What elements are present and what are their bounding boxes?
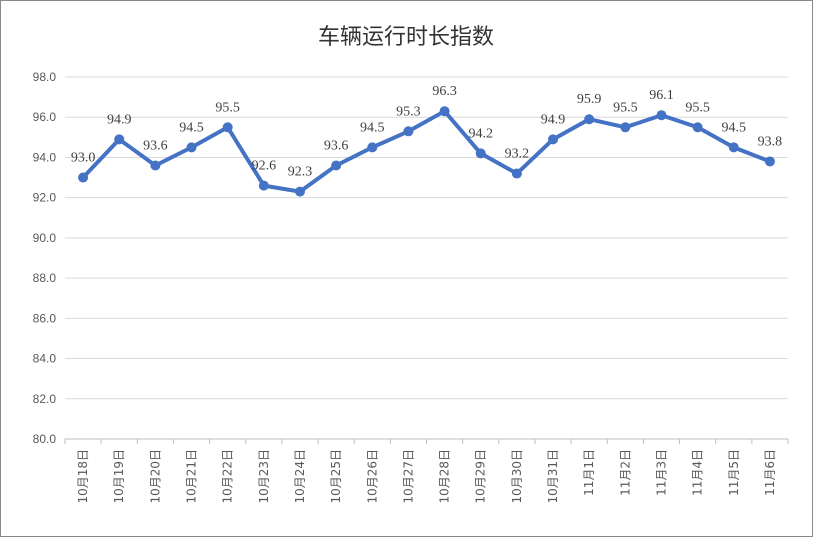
data-label: 94.9: [541, 112, 566, 127]
data-label: 93.6: [324, 138, 349, 153]
y-tick-label: 88.0: [33, 271, 57, 285]
data-label: 94.2: [468, 126, 493, 141]
x-tick-label: 11月3日: [654, 449, 668, 496]
x-tick-label: 10月25日: [329, 449, 343, 504]
gridlines: [65, 76, 788, 440]
data-label: 92.3: [288, 165, 313, 180]
y-tick-label: 80.0: [33, 432, 57, 446]
data-point: [403, 126, 414, 137]
data-label: 95.3: [396, 104, 421, 119]
y-tick-label: 92.0: [33, 191, 57, 205]
data-point: [258, 180, 269, 191]
x-tick-label: 11月5日: [727, 449, 741, 496]
data-label: 93.2: [505, 147, 530, 162]
data-point: [186, 142, 197, 153]
data-label: 95.9: [577, 92, 602, 107]
series-polyline: [81, 109, 772, 194]
data-point: [222, 122, 233, 133]
data-label: 96.1: [649, 88, 674, 103]
x-tick-label: 11月1日: [582, 449, 596, 496]
data-point: [475, 148, 486, 159]
x-tick-label: 10月19日: [112, 449, 126, 504]
y-tick-label: 94.0: [33, 150, 57, 164]
data-point: [584, 114, 595, 125]
data-point: [294, 186, 305, 197]
y-tick-label: 90.0: [33, 231, 57, 245]
data-label: 95.5: [685, 100, 710, 115]
x-tick-label: 10月23日: [257, 449, 271, 504]
data-label: 94.5: [360, 120, 385, 135]
y-tick-label: 96.0: [33, 110, 57, 124]
y-tick-label: 86.0: [33, 311, 57, 325]
data-point: [620, 122, 631, 133]
x-tick-label: 11月6日: [763, 449, 777, 496]
data-point: [150, 160, 161, 171]
x-tick-label: 10月27日: [401, 449, 415, 504]
data-label: 92.6: [252, 159, 277, 174]
data-point: [78, 172, 89, 183]
x-tick-label: 10月30日: [510, 449, 524, 504]
y-tick-label: 84.0: [33, 352, 57, 366]
data-label: 96.3: [432, 84, 457, 99]
x-tick-label: 10月26日: [365, 449, 379, 504]
data-point: [439, 106, 450, 117]
data-point: [728, 142, 739, 153]
data-label: 94.9: [107, 112, 132, 127]
data-point: [367, 142, 378, 153]
x-tick-label: 10月20日: [148, 449, 162, 504]
data-point: [548, 134, 559, 145]
y-axis: 80.0 82.0 84.0 86.0 88.0 90.0 92.0 94.0 96.0 98.0: [33, 70, 57, 446]
data-label: 93.0: [71, 151, 96, 166]
x-tick-label: 10月22日: [221, 449, 235, 504]
data-point: [511, 168, 522, 179]
data-point: [764, 156, 775, 167]
data-label: 94.5: [179, 120, 204, 135]
data-point: [331, 160, 342, 171]
data-point: [114, 134, 125, 145]
data-point: [656, 110, 667, 121]
x-tick-label: 10月28日: [438, 449, 452, 504]
y-tick-label: 82.0: [33, 392, 57, 406]
data-label: 94.5: [722, 120, 747, 135]
x-tick-label: 11月4日: [691, 449, 705, 496]
data-labels: 93.0 94.9 93.6 94.5 95.5 92.6 92.3 93.6 94.5 95.3…: [71, 84, 782, 179]
x-axis: 10月18日 10月19日 10月20日 10月21日 10月22日 10月23日 10月2…: [64, 439, 789, 504]
chart-title: 车辆运行时长指数: [318, 25, 494, 50]
data-label: 95.5: [613, 100, 638, 115]
x-tick-label: 10月29日: [474, 449, 488, 504]
series-line: [78, 106, 775, 197]
x-tick-label: 11月2日: [618, 449, 632, 496]
data-label: 93.8: [758, 134, 783, 149]
data-point: [692, 122, 703, 133]
x-tick-label: 10月24日: [293, 449, 307, 504]
y-tick-label: 98.0: [33, 70, 57, 84]
data-label: 93.6: [143, 138, 168, 153]
data-label: 95.5: [215, 100, 240, 115]
x-tick-label: 10月31日: [546, 449, 560, 504]
x-tick-label: 10月18日: [76, 449, 90, 504]
x-tick-label: 10月21日: [185, 449, 199, 504]
